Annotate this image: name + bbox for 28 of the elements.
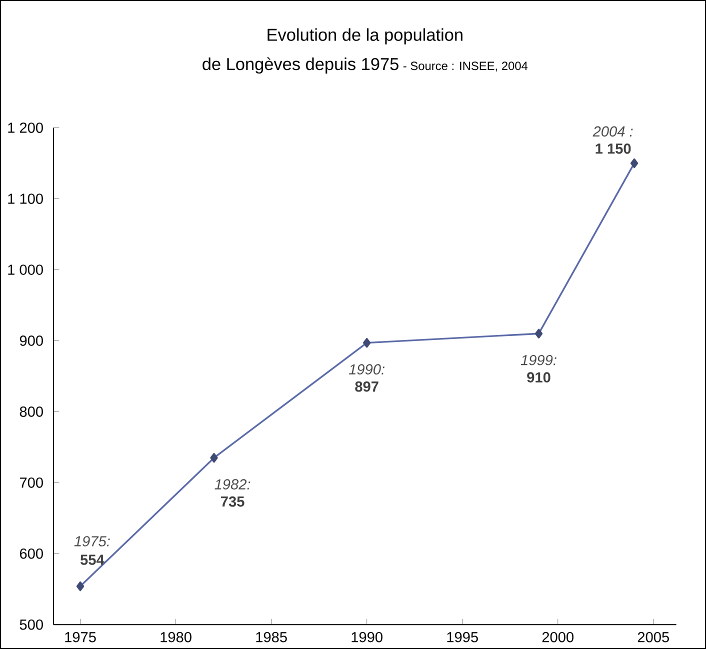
y-tick-label: 1 100 xyxy=(8,194,43,204)
chart-subtitle: de Longèves depuis 1975 xyxy=(202,57,398,74)
x-tick-label: 1980 xyxy=(160,632,192,642)
y-tick-label: 900 xyxy=(20,336,43,346)
y-tick-label: 1 000 xyxy=(8,264,43,275)
data-label: 910 xyxy=(527,372,550,382)
annotation: 2004 : xyxy=(592,126,633,137)
chart-title: Evolution de la population xyxy=(268,28,462,44)
y-tick-label: 1 200 xyxy=(8,122,43,133)
data-label: 1 150 xyxy=(596,144,631,154)
y-tick-label: 500 xyxy=(20,619,43,630)
x-tick-label: 1975 xyxy=(65,632,96,642)
data-label: 735 xyxy=(221,496,244,507)
annotation: 1999: xyxy=(520,354,556,366)
x-tick-label: 2005 xyxy=(638,632,669,642)
y-tick-label: 800 xyxy=(20,406,43,417)
annotation: 1990: xyxy=(348,364,384,374)
x-tick-label: 1985 xyxy=(256,632,287,642)
data-label: 554 xyxy=(80,554,104,565)
x-tick-label: 1990 xyxy=(352,632,382,642)
annotation: 1982: xyxy=(214,479,250,490)
annotation: 1975: xyxy=(74,536,110,546)
x-tick-label: 1995 xyxy=(447,632,478,642)
x-tick-label: 2000 xyxy=(542,632,574,642)
text: - Source : INSEE, 2004 xyxy=(403,62,528,72)
data-label: 897 xyxy=(355,381,378,392)
y-tick-label: 700 xyxy=(20,478,43,488)
y-tick-label: 600 xyxy=(20,548,43,559)
